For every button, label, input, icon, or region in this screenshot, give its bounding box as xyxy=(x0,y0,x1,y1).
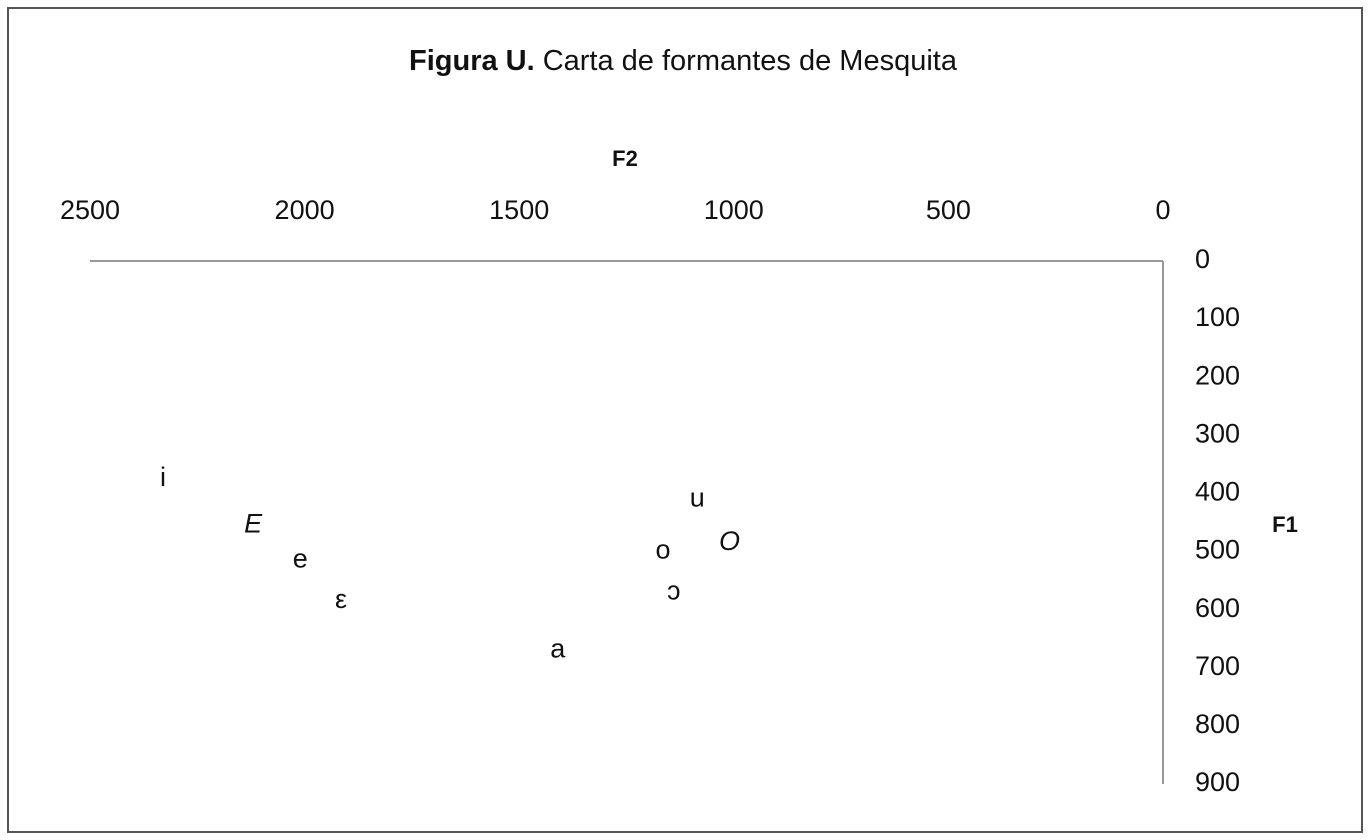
point-label: O xyxy=(719,526,740,556)
y-tick-label: 0 xyxy=(1195,244,1210,274)
title-prefix: Figura U. xyxy=(409,45,535,77)
x-tick-label: 2500 xyxy=(60,195,120,225)
point-label: ε xyxy=(335,584,347,614)
title-text: Carta de formantes de Mesquita xyxy=(543,45,958,77)
chart-title: Figura U. Carta de formantes de Mesquita xyxy=(409,45,958,77)
y-tick-label: 800 xyxy=(1195,709,1240,739)
x-axis-title: F2 xyxy=(612,146,638,171)
y-tick-label: 500 xyxy=(1195,535,1240,565)
y-tick-label: 600 xyxy=(1195,593,1240,623)
point-label: a xyxy=(550,633,566,663)
point-label: u xyxy=(690,482,705,512)
point-label: E xyxy=(244,509,263,539)
x-tick-label: 2000 xyxy=(275,195,335,225)
y-tick-label: 700 xyxy=(1195,651,1240,681)
y-tick-label: 100 xyxy=(1195,302,1240,332)
y-tick-label: 200 xyxy=(1195,360,1240,390)
chart-frame xyxy=(7,7,1363,833)
point-label: o xyxy=(655,535,670,565)
y-axis-title: F1 xyxy=(1272,512,1298,537)
x-tick-label: 1500 xyxy=(489,195,549,225)
point-label: ɔ xyxy=(667,575,681,605)
y-tick-label: 300 xyxy=(1195,418,1240,448)
x-tick-label: 1000 xyxy=(704,195,764,225)
y-tick-label: 900 xyxy=(1195,767,1240,797)
point-label: e xyxy=(293,543,308,573)
x-tick-label: 0 xyxy=(1155,195,1170,225)
point-label: i xyxy=(160,462,166,492)
y-tick-label: 400 xyxy=(1195,477,1240,507)
x-tick-label: 500 xyxy=(926,195,971,225)
